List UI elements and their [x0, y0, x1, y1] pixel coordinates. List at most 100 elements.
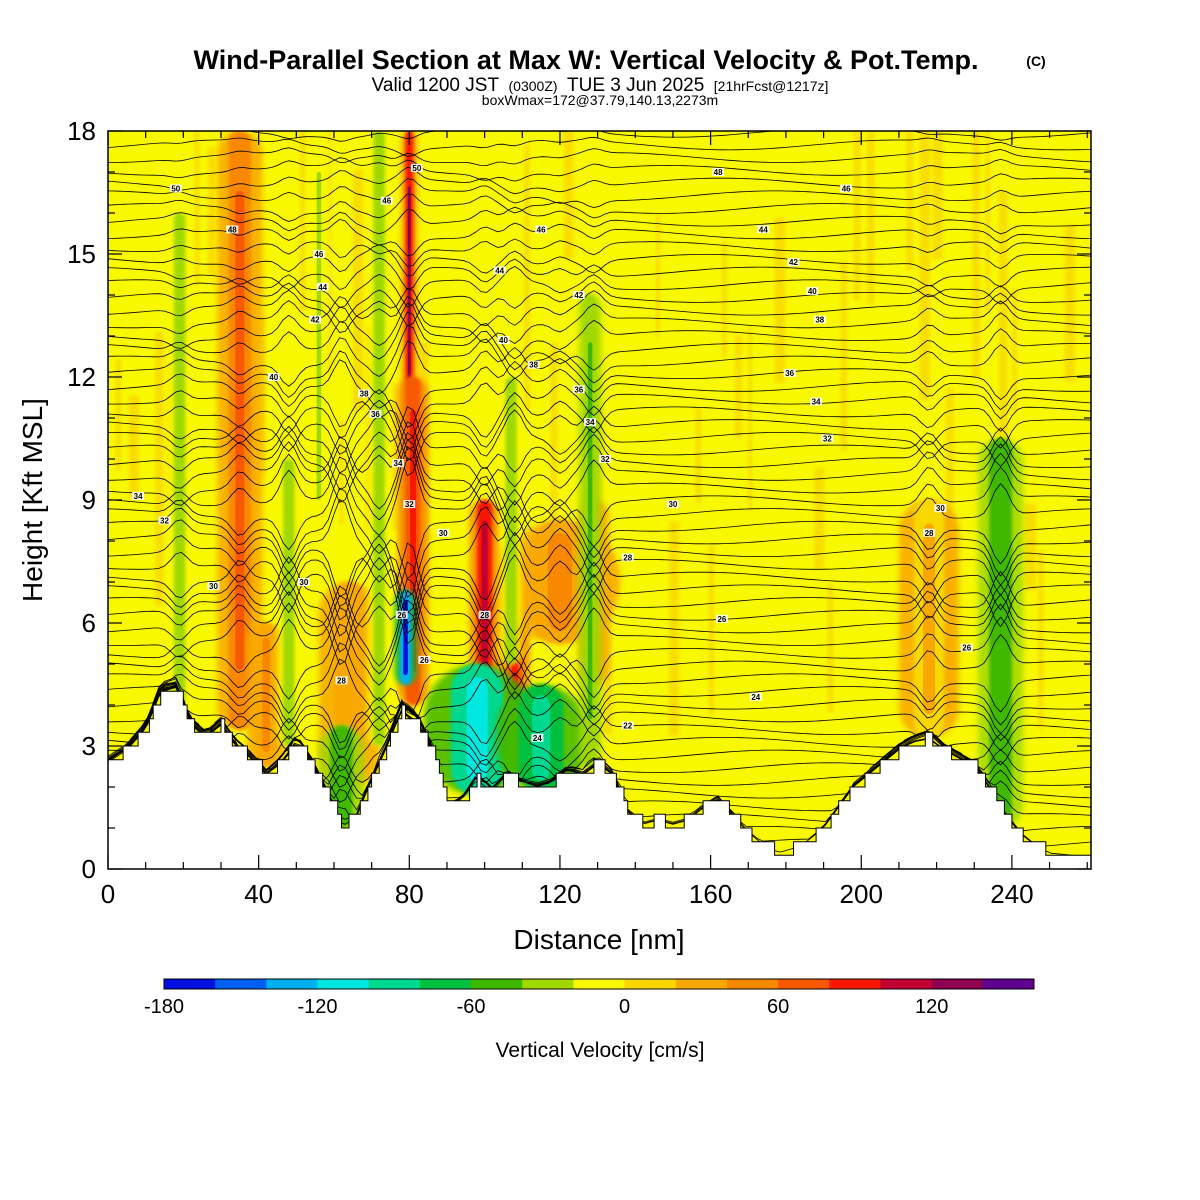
- theta-label: 40: [499, 336, 508, 345]
- theta-label: 30: [299, 578, 308, 587]
- theta-label-bg: [572, 385, 585, 394]
- theta-label-bg: [531, 733, 544, 742]
- theta-label-bg: [418, 655, 431, 664]
- theta-contour: [108, 682, 1091, 788]
- theta-label: 28: [337, 676, 346, 685]
- theta-label: 42: [311, 316, 320, 325]
- theta-label: 46: [314, 250, 323, 259]
- valid-date: TUE 3 Jun 2025: [567, 75, 704, 96]
- theta-label-bg: [312, 250, 325, 258]
- downdraft-core: [286, 487, 292, 718]
- theta-label-bg: [813, 315, 826, 324]
- y-axis-label: Height [Kft MSL]: [17, 398, 48, 602]
- x-tick-label: 200: [840, 879, 883, 909]
- theta-label: 32: [405, 500, 414, 509]
- colorbar-frame: [163, 978, 1035, 990]
- colorbar-swatch: [471, 979, 523, 989]
- theta-contour: [108, 115, 1091, 127]
- theta-contour: [108, 302, 1091, 360]
- gold-streak: [550, 342, 558, 569]
- gold-streak: [919, 131, 931, 401]
- theta-contour: [108, 561, 1091, 666]
- theta-label: 30: [209, 582, 218, 591]
- theta-contour: [108, 432, 1091, 506]
- theta-contour: [108, 599, 1091, 691]
- gold-streak: [128, 395, 139, 497]
- theta-label: 28: [480, 611, 489, 620]
- theta-label: 46: [382, 197, 391, 206]
- colorbar-swatch: [419, 979, 472, 989]
- theta-contour: [108, 296, 1091, 344]
- chart-title: Wind-Parallel Section at Max W: Vertical…: [194, 45, 979, 75]
- theta-label: 44: [318, 283, 327, 292]
- theta-contour: [108, 266, 1091, 309]
- theta-label-bg: [535, 225, 548, 234]
- theta-label: 24: [751, 693, 760, 702]
- colorbar-swatch: [982, 979, 1035, 989]
- theta-label: 34: [134, 492, 143, 501]
- theta-contour: [108, 377, 1091, 441]
- theta-contour: [108, 324, 1091, 387]
- gold-streak: [853, 131, 861, 301]
- y-tick-label: 12: [67, 362, 96, 392]
- theta-contour: [108, 543, 1091, 634]
- gold-streak: [339, 420, 344, 525]
- downdraft-core: [466, 677, 488, 783]
- theta-label-bg: [810, 397, 823, 406]
- theta-contour: [108, 542, 1091, 653]
- theta-contour: [108, 421, 1091, 503]
- theta-label: 36: [574, 385, 583, 394]
- theta-label: 34: [394, 459, 403, 468]
- theta-label: 46: [842, 184, 851, 193]
- theta-label-bg: [621, 553, 634, 562]
- theta-contour: [108, 515, 1091, 614]
- colorbar-tick-label: 60: [767, 996, 789, 1018]
- updraft-core: [235, 190, 245, 670]
- gold-streak: [669, 521, 680, 736]
- theta-label: 36: [785, 369, 794, 378]
- theta-label-bg: [309, 315, 322, 324]
- theta-contour: [108, 531, 1091, 625]
- colorbar-swatch: [880, 979, 933, 989]
- theta-contour: [108, 389, 1091, 451]
- plot-area: 50 48 46 44 42 40 38 36 34 32 30 34 32 30 30 28 26 26 28 50…: [108, 115, 1091, 869]
- theta-label: 40: [269, 373, 278, 382]
- x-tick-label: 120: [538, 879, 581, 909]
- theta-label: 48: [714, 168, 723, 177]
- colorbar-label: Vertical Velocity [cm/s]: [496, 1039, 705, 1062]
- downdraft-core: [508, 405, 514, 636]
- terrain: [108, 690, 1091, 869]
- gold-streak: [774, 217, 786, 383]
- y-tick-label: 3: [82, 731, 96, 761]
- y-tick-label: 6: [82, 608, 96, 638]
- theta-label: 32: [601, 455, 610, 464]
- theta-contour: [108, 610, 1091, 700]
- gold-streak: [1064, 224, 1076, 382]
- theta-label: 46: [537, 225, 546, 234]
- theta-label: 22: [623, 722, 632, 731]
- theta-label: 38: [815, 316, 824, 325]
- colorbar-swatch: [164, 979, 216, 989]
- theta-contour: [108, 287, 1091, 333]
- theta-contour: [108, 244, 1091, 277]
- theta-label: 28: [925, 529, 934, 538]
- colorbar-tick-label: -60: [457, 996, 486, 1018]
- theta-label: 50: [171, 184, 180, 193]
- theta-label-bg: [410, 163, 423, 172]
- gold-streak: [207, 147, 215, 276]
- theta-contour: [108, 206, 1091, 235]
- theta-label: 30: [439, 529, 448, 538]
- theta-contour: [108, 178, 1091, 209]
- theta-label-bg: [132, 491, 145, 500]
- theta-label: 26: [962, 644, 971, 653]
- theta-label: 44: [495, 266, 504, 275]
- theta-contour: [108, 193, 1091, 222]
- theta-label-bg: [934, 504, 947, 513]
- x-tick-label: 80: [395, 879, 424, 909]
- box-info: boxWmax=172@37.79,140.13,2273m: [482, 92, 718, 108]
- gold-streak: [300, 131, 306, 312]
- theta-contour: [108, 657, 1091, 726]
- theta-label-bg: [493, 266, 506, 275]
